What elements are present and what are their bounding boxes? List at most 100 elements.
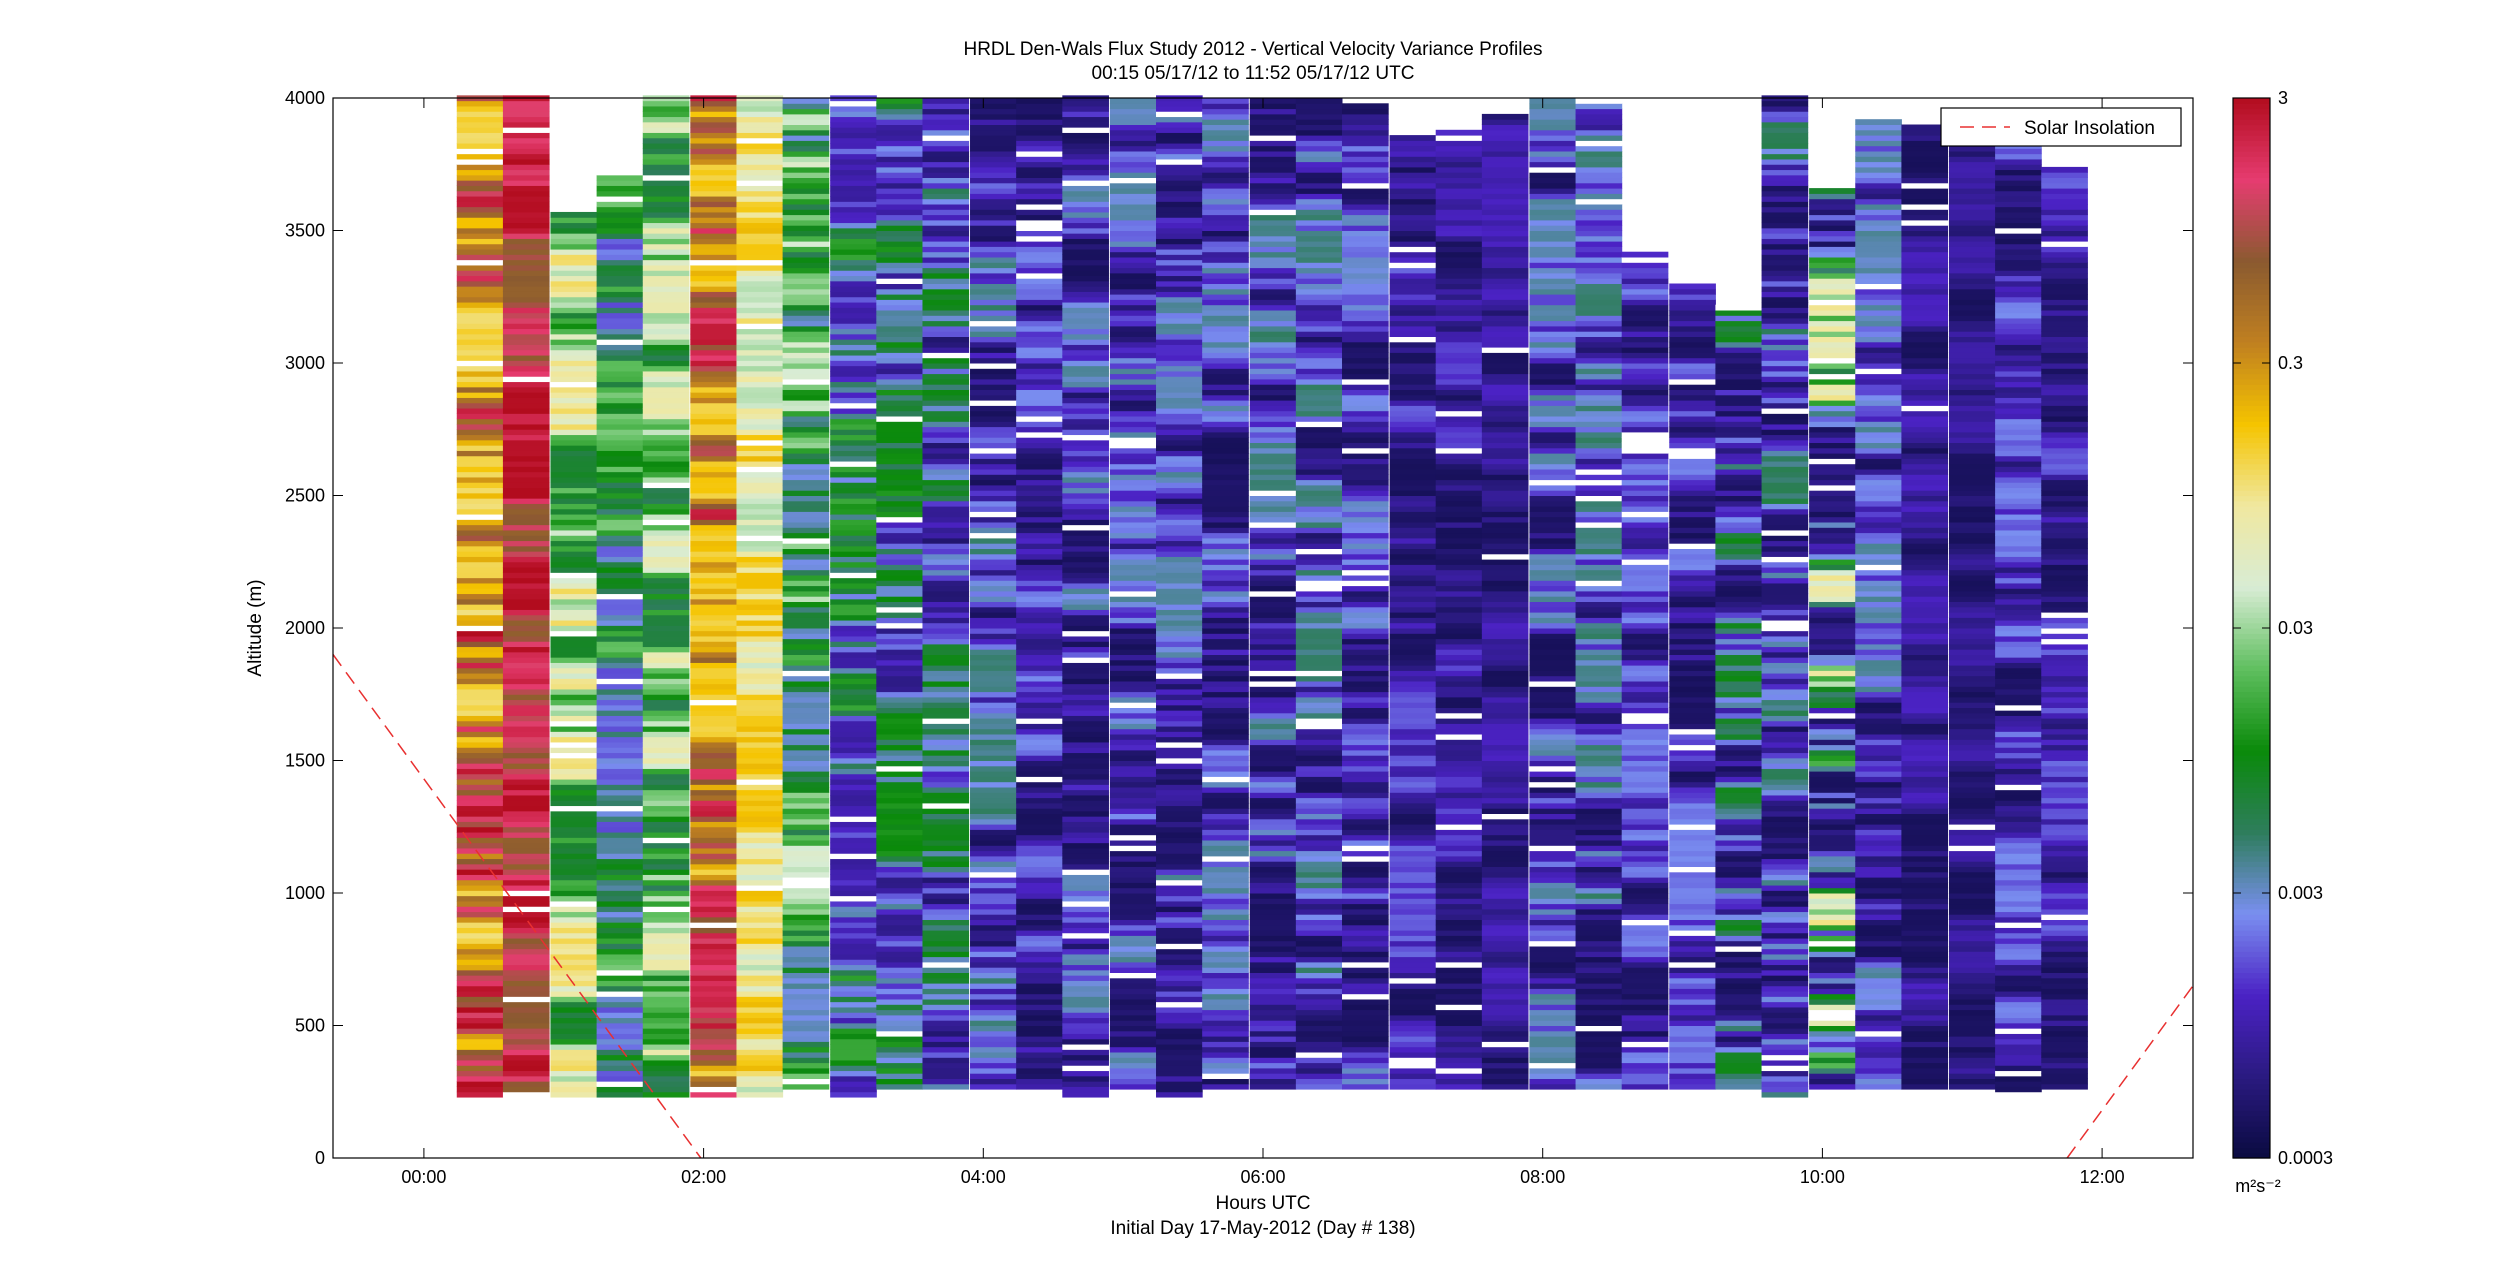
heatmap-cell <box>1062 635 1109 642</box>
heatmap-cell <box>456 635 504 642</box>
heatmap-cell <box>1389 310 1437 316</box>
heatmap-cell <box>1575 744 1623 751</box>
heatmap-cell <box>1109 675 1157 682</box>
heatmap-cell <box>1016 882 1063 889</box>
heatmap-cell <box>642 286 690 292</box>
heatmap-cell <box>922 628 970 634</box>
heatmap-cell <box>690 296 737 303</box>
heatmap-cell <box>1621 315 1669 322</box>
heatmap-cell <box>1435 760 1483 767</box>
heatmap-cell <box>1435 1052 1483 1058</box>
heatmap-cell <box>690 535 737 542</box>
heatmap-cell <box>1249 113 1297 120</box>
heatmap-cell <box>782 145 830 152</box>
heatmap-cell <box>1156 991 1203 997</box>
heatmap-cell <box>736 980 784 987</box>
heatmap-cell <box>876 119 923 125</box>
heatmap-cell <box>970 1067 1017 1074</box>
heatmap-cell <box>596 847 644 854</box>
heatmap-cell <box>922 373 970 380</box>
heatmap-cell <box>596 222 644 229</box>
heatmap-cell <box>690 439 737 446</box>
heatmap-cell <box>1156 286 1203 292</box>
heatmap-cell <box>1621 728 1669 735</box>
heatmap-cell <box>1529 1073 1577 1079</box>
heatmap-cell <box>830 991 877 997</box>
heatmap-cell <box>1062 413 1109 420</box>
heatmap-cell <box>1389 198 1437 205</box>
heatmap-cell <box>876 776 923 783</box>
heatmap-cell <box>876 993 923 1000</box>
heatmap-cell <box>736 508 784 515</box>
heatmap-cell <box>1575 633 1623 640</box>
heatmap-cell <box>1202 193 1249 200</box>
heatmap-cell <box>970 792 1017 799</box>
heatmap-cell <box>1062 757 1109 764</box>
heatmap-cell <box>736 132 784 139</box>
heatmap-cell <box>1621 479 1669 486</box>
heatmap-cell <box>502 137 550 144</box>
heatmap-cell <box>1435 288 1483 295</box>
heatmap-cell <box>1016 490 1063 496</box>
heatmap-cell <box>876 113 923 120</box>
heatmap-cell <box>830 932 877 939</box>
heatmap-cell <box>1621 299 1669 306</box>
heatmap-cell <box>1062 450 1109 457</box>
heatmap-cell <box>1016 855 1063 862</box>
heatmap-cell <box>642 254 690 261</box>
heatmap-cell <box>970 543 1017 549</box>
heatmap-cell <box>1529 315 1577 322</box>
heatmap-cell <box>1669 490 1716 496</box>
heatmap-cell <box>1295 606 1343 613</box>
heatmap-cell <box>690 158 737 165</box>
heatmap-cell <box>1389 537 1437 544</box>
heatmap-cell <box>642 137 690 144</box>
heatmap-cell <box>1109 204 1157 210</box>
heatmap-cell <box>1575 612 1623 618</box>
heatmap-cell <box>782 691 830 698</box>
heatmap-cell <box>1529 214 1577 221</box>
heatmap-cell <box>1669 288 1716 295</box>
heatmap-cell <box>1016 850 1063 857</box>
heatmap-cell <box>502 572 550 579</box>
heatmap-cell <box>596 169 644 176</box>
heatmap-cell <box>456 620 504 626</box>
heatmap-cell <box>1249 246 1297 253</box>
heatmap-cell <box>1156 492 1203 499</box>
heatmap-cell <box>1062 498 1109 504</box>
heatmap-cell <box>1621 702 1669 708</box>
heatmap-cell <box>1016 140 1063 147</box>
heatmap-cell <box>830 233 877 239</box>
heatmap-cell <box>782 877 830 883</box>
heatmap-cell <box>1202 246 1249 253</box>
heatmap-cell <box>782 590 830 597</box>
heatmap-cell <box>876 1057 923 1064</box>
heatmap-cell <box>922 246 970 253</box>
heatmap-cell <box>1295 983 1343 989</box>
heatmap-cell <box>1342 908 1389 915</box>
heatmap-cell <box>1529 601 1577 608</box>
heatmap-cell <box>1575 1030 1623 1037</box>
heatmap-cell <box>736 402 784 409</box>
heatmap-cell <box>502 832 550 838</box>
heatmap-cell <box>782 755 830 761</box>
heatmap-cell <box>502 529 550 536</box>
heatmap-cell <box>596 662 644 669</box>
heatmap-cell <box>1202 325 1249 332</box>
heatmap-cell <box>970 813 1017 820</box>
heatmap-cell <box>1109 617 1157 624</box>
heatmap-cell <box>1481 871 1529 878</box>
heatmap-cell <box>1062 185 1109 192</box>
heatmap-cell <box>876 384 923 390</box>
heatmap-cell <box>642 487 690 494</box>
heatmap-cell <box>970 696 1017 703</box>
heatmap-cell <box>456 249 504 255</box>
heatmap-cell <box>1016 930 1063 936</box>
heatmap-cell <box>1435 712 1483 719</box>
heatmap-cell <box>642 614 690 621</box>
heatmap-cell <box>1529 1004 1577 1011</box>
heatmap-cell <box>502 985 550 992</box>
heatmap-cell <box>1156 360 1203 367</box>
heatmap-cell <box>1575 532 1623 539</box>
heatmap-cell <box>1575 871 1623 878</box>
